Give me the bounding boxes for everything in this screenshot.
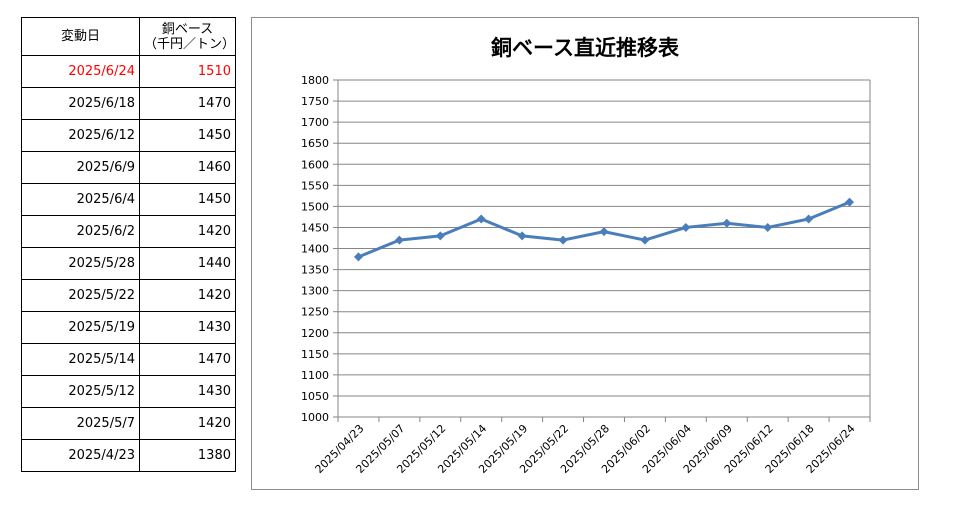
table-row: 2025/4/23 1380 (21, 439, 236, 472)
row-price: 1460 (139, 151, 236, 184)
row-date: 2025/5/7 (21, 407, 140, 440)
row-price: 1510 (139, 55, 236, 88)
y-tick-label: 1500 (301, 200, 329, 213)
y-tick-label: 1400 (301, 243, 329, 256)
row-date: 2025/5/12 (21, 375, 140, 408)
data-point (394, 235, 404, 245)
data-point (763, 222, 773, 232)
row-date: 2025/6/9 (21, 151, 140, 184)
table-row: 2025/6/4 1450 (21, 183, 236, 216)
y-tick-label: 1750 (301, 95, 329, 108)
row-price: 1450 (139, 119, 236, 152)
table-row: 2025/6/9 1460 (21, 151, 236, 184)
table-row: 2025/6/12 1450 (21, 119, 236, 152)
y-tick-label: 1100 (301, 369, 329, 382)
data-point (640, 235, 650, 245)
row-date: 2025/6/2 (21, 215, 140, 248)
row-price: 1470 (139, 87, 236, 120)
data-point (845, 197, 855, 207)
row-date: 2025/6/18 (21, 87, 140, 120)
row-price: 1470 (139, 343, 236, 376)
price-table: 変動日 銅ベース （千円／トン） 2025/6/24 1510 2025/6/18 1… (21, 17, 236, 472)
data-point (804, 214, 814, 224)
row-price: 1450 (139, 183, 236, 216)
row-date: 2025/5/28 (21, 247, 140, 280)
row-price: 1440 (139, 247, 236, 280)
data-point (476, 214, 486, 224)
chart-title: 銅ベース直近推移表 (491, 36, 679, 60)
row-date: 2025/5/14 (21, 343, 140, 376)
y-tick-label: 1300 (301, 285, 329, 298)
data-point (722, 218, 732, 228)
row-date: 2025/6/12 (21, 119, 140, 152)
table-row: 2025/5/28 1440 (21, 247, 236, 280)
data-point (681, 222, 691, 232)
y-tick-label: 1600 (301, 158, 329, 171)
row-price: 1380 (139, 439, 236, 472)
data-point (517, 231, 527, 241)
table-row: 2025/5/19 1430 (21, 311, 236, 344)
y-tick-label: 1150 (301, 348, 329, 361)
table-row: 2025/6/24 1510 (21, 55, 236, 88)
table-row: 2025/6/18 1470 (21, 87, 236, 120)
header-price: 銅ベース （千円／トン） (139, 17, 236, 56)
table-row: 2025/5/12 1430 (21, 375, 236, 408)
row-date: 2025/6/24 (21, 55, 140, 88)
y-tick-label: 1050 (301, 390, 329, 403)
table-header-row: 変動日 銅ベース （千円／トン） (21, 17, 236, 56)
y-tick-label: 1000 (301, 411, 329, 424)
table-row: 2025/5/14 1470 (21, 343, 236, 376)
data-point (558, 235, 568, 245)
y-tick-label: 1450 (301, 221, 329, 234)
table-body: 2025/6/24 1510 2025/6/18 1470 2025/6/12 1450 2… (21, 55, 236, 472)
data-point (353, 252, 363, 262)
header-price-line1: 銅ベース (161, 21, 214, 37)
table-row: 2025/5/22 1420 (21, 279, 236, 312)
data-point (435, 231, 445, 241)
row-price: 1420 (139, 407, 236, 440)
row-date: 2025/6/4 (21, 183, 140, 216)
y-tick-label: 1650 (301, 137, 329, 150)
row-price: 1420 (139, 279, 236, 312)
y-tick-label: 1350 (301, 264, 329, 277)
y-tick-label: 1200 (301, 327, 329, 340)
chart-frame: 銅ベース直近推移表 1000 1050 1100 1150 1200 1250 1300 13… (251, 17, 919, 490)
header-date: 変動日 (21, 17, 140, 56)
row-date: 2025/5/22 (21, 279, 140, 312)
y-tick-label: 1700 (301, 116, 329, 129)
table-row: 2025/5/7 1420 (21, 407, 236, 440)
row-price: 1430 (139, 375, 236, 408)
line-chart: 1000 1050 1100 1150 1200 1250 1300 1350 1400 1450… (301, 74, 871, 476)
row-date: 2025/4/23 (21, 439, 140, 472)
row-date: 2025/5/19 (21, 311, 140, 344)
row-price: 1420 (139, 215, 236, 248)
row-price: 1430 (139, 311, 236, 344)
header-price-line2: （千円／トン） (144, 36, 236, 52)
y-tick-label: 1250 (301, 306, 329, 319)
table-row: 2025/6/2 1420 (21, 215, 236, 248)
y-tick-label: 1550 (301, 179, 329, 192)
data-point (599, 227, 609, 237)
y-tick-label: 1800 (301, 74, 329, 87)
